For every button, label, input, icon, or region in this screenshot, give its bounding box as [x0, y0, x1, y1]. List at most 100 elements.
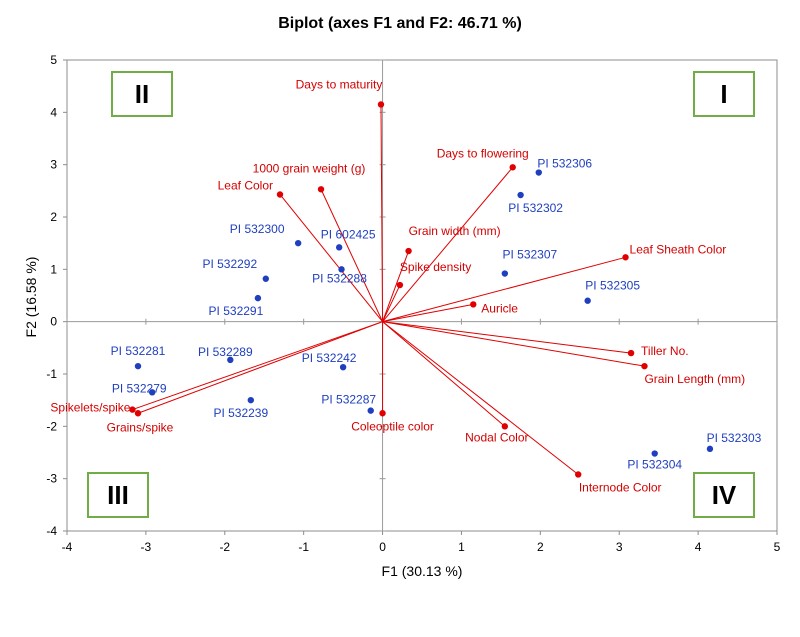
observation-label: PI 532239	[213, 406, 268, 420]
variable-vector-point	[641, 362, 648, 370]
x-axis-title: F1 (30.13 %)	[382, 563, 463, 579]
variable-label: Spikelets/spike	[50, 401, 130, 415]
y-tick-label: 2	[50, 210, 57, 224]
x-tick-label: 2	[537, 540, 544, 554]
quadrant-label: III	[107, 480, 129, 510]
observation-label: PI 532304	[627, 458, 682, 472]
observation-point	[339, 363, 347, 371]
variable-vector-line	[382, 166, 514, 322]
observation-point	[134, 362, 142, 370]
variable-vector-line	[382, 303, 474, 323]
observation-point	[262, 275, 269, 282]
observation-point	[584, 297, 591, 304]
variable-label: Grains/spike	[107, 420, 174, 434]
variable-vector-line	[279, 194, 383, 322]
x-tick-label: -3	[141, 540, 152, 554]
y-tick-label: -3	[46, 472, 57, 486]
x-tick-label: -4	[62, 540, 73, 554]
observation-point	[247, 396, 255, 404]
variable-vector-line	[382, 250, 410, 322]
observation-label: PI 532306	[537, 157, 592, 171]
variable-vector-point	[317, 186, 325, 193]
variable-label: 1000 grain weight (g)	[253, 161, 366, 175]
variable-label: Spike density	[400, 260, 471, 274]
observation-label: PI 532307	[502, 248, 557, 262]
variable-vector-line	[380, 104, 384, 322]
variable-label: Days to flowering	[437, 146, 529, 160]
x-tick-label: 1	[458, 540, 465, 554]
variable-vectors-layer: Days to maturity Days to flowering 1000 gr…	[50, 77, 745, 494]
variable-label: Auricle	[481, 301, 518, 315]
y-tick-label: -4	[46, 524, 57, 538]
x-tick-label: -1	[298, 540, 309, 554]
variable-vector-point	[377, 101, 385, 108]
quadrant-box	[111, 71, 173, 117]
variable-vector-point	[276, 191, 284, 198]
observation-point	[706, 445, 714, 453]
observation-point	[227, 356, 234, 364]
quadrant-label: IV	[712, 480, 737, 510]
quadrant-label: II	[135, 79, 149, 109]
observation-label: PI 532302	[508, 201, 563, 215]
observation-point	[517, 191, 524, 199]
variable-vector-point	[396, 281, 404, 289]
variable-vector-line	[382, 321, 645, 367]
observation-label: PI 602425	[321, 227, 376, 241]
observation-label: PI 532305	[585, 279, 640, 293]
variable-label: Nodal Color	[465, 430, 528, 444]
observation-label: PI 532300	[230, 222, 285, 236]
variable-vector-line	[382, 321, 506, 427]
quadrant-box	[87, 472, 149, 518]
y-axis-title: F2 (16.58 %)	[23, 257, 39, 338]
variable-vector-line	[320, 189, 384, 322]
observation-label: PI 532288	[312, 271, 367, 285]
variable-vector-point	[470, 301, 477, 308]
quadrant-label: I	[720, 79, 727, 109]
observation-label: PI 532289	[198, 345, 253, 359]
observation-point	[501, 270, 509, 277]
observation-point	[338, 266, 345, 273]
variable-label: Grain width (mm)	[409, 224, 501, 238]
variable-vector-point	[575, 471, 582, 478]
x-tick-label: -2	[219, 540, 230, 554]
observation-label: PI 532292	[202, 257, 257, 271]
variable-vector-point	[501, 423, 509, 430]
variable-vector-line	[382, 256, 626, 323]
x-tick-label: 3	[616, 540, 623, 554]
variable-label: Days to maturity	[296, 77, 383, 91]
observation-point	[651, 450, 658, 457]
variable-label: Grain Length (mm)	[644, 372, 745, 386]
y-tick-label: -2	[46, 419, 57, 433]
x-tick-label: 0	[379, 540, 386, 554]
variable-vector-point	[622, 254, 629, 261]
observation-point	[335, 244, 343, 251]
observation-label: PI 532279	[112, 381, 167, 395]
observation-point	[535, 169, 542, 176]
variable-vector-line	[382, 321, 579, 475]
variable-vector-point	[509, 164, 516, 171]
observation-point	[367, 407, 374, 414]
observation-point	[149, 389, 156, 396]
observation-label: PI 532242	[302, 351, 357, 365]
variable-label: Leaf Sheath Color	[630, 242, 727, 256]
observation-label: PI 532291	[209, 304, 264, 318]
y-tick-label: -1	[46, 367, 57, 381]
quadrant-box	[693, 472, 755, 518]
observation-label: PI 532281	[111, 344, 166, 358]
observation-label: PI 532303	[707, 431, 762, 445]
variable-label: Tiller No.	[641, 344, 689, 358]
variable-vector-point	[129, 406, 136, 413]
y-tick-label: 0	[50, 315, 57, 329]
variable-vector-line	[137, 321, 383, 414]
plot-area-border	[66, 59, 778, 532]
y-tick-label: 1	[50, 262, 57, 276]
variable-label: Coleoptile color	[351, 419, 434, 433]
y-tick-label: 3	[50, 158, 57, 172]
variable-vector-point	[405, 247, 412, 255]
variable-vector-line	[132, 321, 383, 411]
axes-layer: -4 -3 -2 -1 0 1 2 3 4 5 5 4 3 2 1 0 -1 -2 -3 -4	[46, 53, 780, 554]
variable-vector-point	[627, 349, 635, 357]
